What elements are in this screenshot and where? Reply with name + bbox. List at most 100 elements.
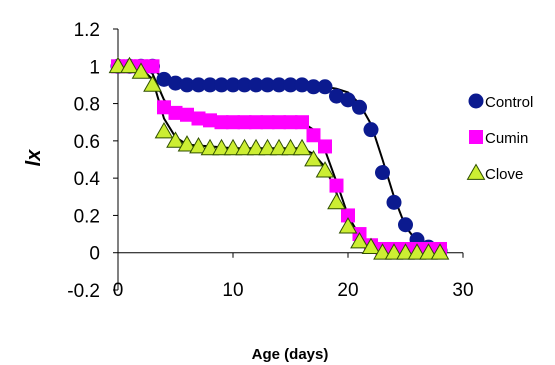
- cumin-point: [329, 178, 344, 193]
- y-tick-label: 0.2: [74, 206, 100, 227]
- clove-point: [189, 136, 208, 154]
- y-tick-label: 0: [89, 244, 100, 265]
- clove-point: [108, 56, 128, 74]
- clove-point: [200, 138, 220, 156]
- y-tick-label: 1: [89, 57, 100, 78]
- y-tick-label: -0.2: [67, 281, 100, 302]
- cumin-point: [341, 208, 355, 223]
- x-axis-title: Age (days): [252, 346, 329, 363]
- control-point: [375, 165, 390, 181]
- clove-point: [338, 217, 358, 234]
- clove-point: [361, 237, 381, 254]
- control-point: [202, 77, 218, 93]
- control-point: [306, 79, 321, 95]
- x-axis-ticks: 0 10 20 30: [113, 252, 474, 301]
- clove-point: [120, 56, 139, 74]
- clove-point: [177, 135, 197, 152]
- clove-point: [269, 138, 289, 156]
- cumin-point: [214, 115, 229, 130]
- legend-label-clove: Clove: [485, 166, 523, 183]
- clove-point: [235, 138, 254, 156]
- cumin-point: [283, 115, 298, 130]
- cumin-point: [306, 128, 321, 143]
- control-point: [283, 77, 298, 93]
- x-tick-label: 20: [337, 280, 358, 301]
- clove-point: [419, 243, 438, 260]
- control-point: [294, 77, 310, 93]
- legend-item-clove: Clove: [466, 163, 523, 183]
- legend-label-control: Control: [485, 94, 533, 111]
- legend-marker-clove: [466, 163, 486, 180]
- cumin-point: [272, 115, 286, 130]
- cumin-point: [191, 111, 206, 126]
- clove-point: [143, 75, 162, 92]
- clove-point: [166, 131, 185, 148]
- plot-area: -0.2 0 0.2 0.4 0.6 0.8 1 1.2 0 10 20 30: [67, 20, 473, 302]
- clove-point: [246, 138, 266, 156]
- cumin-point: [237, 115, 252, 130]
- control-point: [237, 77, 252, 93]
- legend-label-cumin: Cumin: [485, 130, 528, 147]
- legend-marker-cumin: [469, 130, 483, 144]
- x-tick-label: 0: [113, 280, 124, 301]
- clove-point: [212, 138, 231, 156]
- y-tick-label: 0.6: [74, 132, 100, 153]
- legend: Control Cumin Clove: [466, 93, 533, 183]
- clove-point: [154, 122, 174, 139]
- control-point: [363, 122, 379, 138]
- cumin-point: [203, 113, 217, 128]
- clove-point: [396, 243, 415, 260]
- clove-point: [223, 138, 243, 156]
- cumin-point: [145, 59, 160, 74]
- control-point: [260, 77, 275, 93]
- control-point: [386, 194, 402, 210]
- legend-marker-control: [468, 93, 484, 109]
- cumin-point: [157, 100, 171, 115]
- control-point: [398, 217, 413, 233]
- data-markers: [108, 56, 450, 260]
- y-axis-title: lx: [23, 149, 45, 167]
- control-point: [156, 71, 172, 87]
- x-tick-label: 30: [452, 280, 473, 301]
- y-tick-label: 1.2: [74, 20, 100, 41]
- cumin-point: [168, 105, 183, 120]
- control-point: [168, 75, 183, 91]
- clove-point: [292, 138, 312, 156]
- control-point: [340, 92, 356, 108]
- control-point: [179, 77, 195, 93]
- clove-point: [258, 138, 277, 156]
- clove-fit-line: [117, 65, 440, 252]
- control-fit-line: [118, 65, 441, 252]
- clove-point: [315, 161, 335, 178]
- cumin-point: [295, 115, 309, 130]
- clove-point: [350, 232, 369, 249]
- clove-point: [304, 149, 323, 167]
- legend-item-cumin: Cumin: [469, 130, 528, 147]
- clove-point: [373, 243, 392, 260]
- cumin-point: [318, 139, 332, 154]
- control-point: [352, 99, 367, 115]
- control-point: [317, 79, 333, 95]
- legend-item-control: Control: [468, 93, 533, 111]
- control-point: [248, 77, 264, 93]
- clove-point: [327, 192, 346, 210]
- control-point: [271, 77, 287, 93]
- clove-point: [430, 243, 450, 260]
- x-tick-label: 10: [222, 280, 243, 301]
- clove-point: [131, 62, 151, 79]
- clove-point: [384, 243, 404, 260]
- y-axis-ticks: -0.2 0 0.2 0.4 0.6 0.8 1 1.2: [67, 20, 118, 302]
- cumin-point: [180, 107, 194, 122]
- fit-lines: [117, 65, 441, 252]
- control-point: [191, 77, 206, 93]
- cumin-point: [249, 115, 263, 130]
- control-point: [329, 88, 344, 104]
- control-point: [225, 77, 241, 93]
- cumin-point: [226, 115, 240, 130]
- clove-point: [281, 138, 300, 156]
- y-tick-label: 0.8: [74, 95, 100, 116]
- cumin-fit-line: [118, 65, 440, 252]
- cumin-point: [260, 115, 275, 130]
- y-tick-label: 0.4: [74, 169, 101, 190]
